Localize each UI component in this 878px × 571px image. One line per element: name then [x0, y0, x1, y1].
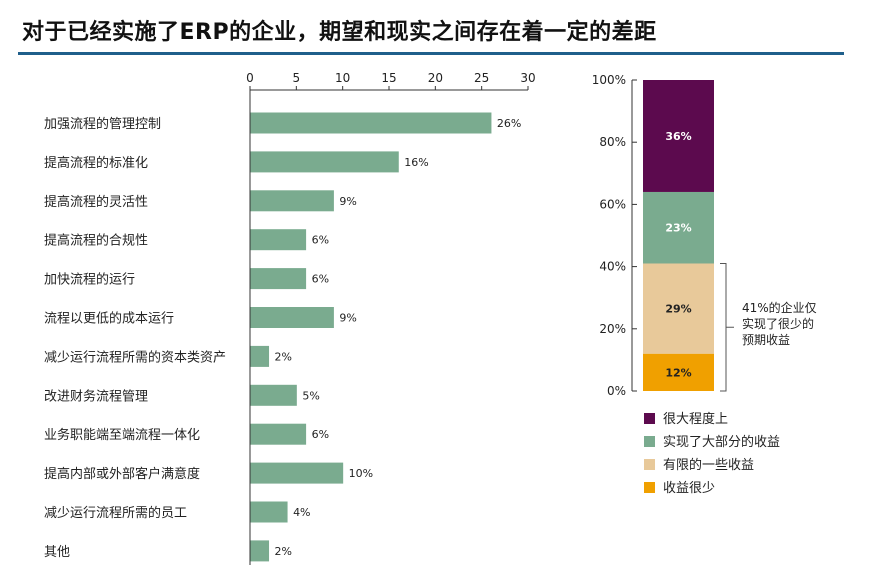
bar-value-label: 6%	[312, 273, 329, 286]
bar	[250, 229, 307, 251]
category-label: 改进财务流程管理	[44, 388, 148, 404]
bar-value-label: 26%	[497, 117, 521, 130]
bar	[250, 423, 307, 445]
horizontal-bar-chart: 0 5 10 15 20 25 30 加强流程的管理控制 26% 提高流程的标准化 16% 提高流程的…	[44, 71, 536, 565]
segment-value-label: 12%	[665, 366, 691, 379]
bar	[250, 268, 307, 290]
bar	[250, 307, 334, 328]
stack-segment	[643, 263, 714, 354]
bar	[250, 462, 344, 484]
bar-value-label: 9%	[339, 312, 356, 325]
y-tick-label: 80%	[599, 135, 626, 149]
bar-value-label: 6%	[312, 428, 329, 441]
category-label: 提高流程的合规性	[44, 233, 148, 249]
segment-value-label: 29%	[665, 303, 691, 316]
x-tick-label: 20	[428, 71, 443, 85]
x-tick-label: 5	[293, 71, 301, 85]
y-tick-label: 20%	[599, 322, 626, 336]
category-label: 提高流程的灵活性	[44, 194, 148, 210]
annotation-text: 41%的企业仅	[742, 300, 817, 315]
category-label: 减少运行流程所需的员工	[44, 505, 187, 521]
legend-swatch	[644, 413, 655, 424]
bar-value-label: 6%	[312, 234, 329, 247]
y-tick-label: 40%	[599, 260, 626, 274]
legend-swatch	[644, 459, 655, 470]
category-label: 业务职能端至端流程一体化	[44, 427, 200, 443]
bar	[250, 384, 297, 406]
annotation-text: 实现了很少的	[742, 316, 814, 331]
legend-swatch	[644, 482, 655, 493]
bar-value-label: 10%	[349, 467, 373, 480]
category-label: 提高流程的标准化	[44, 155, 148, 171]
legend-label: 很大程度上	[663, 411, 728, 427]
category-label: 减少运行流程所需的资本类资产	[44, 349, 226, 365]
bar-value-label: 4%	[293, 506, 310, 519]
annotation-bracket	[720, 262, 727, 392]
stack-segment	[643, 80, 714, 192]
x-tick-label: 15	[381, 71, 396, 85]
y-tick-label: 0%	[607, 384, 626, 398]
segment-value-label: 36%	[665, 130, 691, 143]
bar-value-label: 2%	[275, 350, 292, 363]
legend-label: 实现了大部分的收益	[663, 434, 780, 450]
bar	[250, 345, 270, 367]
bar	[250, 190, 334, 212]
category-label: 加快流程的运行	[44, 272, 135, 288]
y-tick-label: 100%	[592, 73, 626, 87]
bar	[250, 112, 492, 134]
category-label: 加强流程的管理控制	[44, 116, 161, 132]
category-label: 提高内部或外部客户满意度	[44, 466, 200, 482]
legend-swatch	[644, 436, 655, 447]
bar	[250, 151, 399, 173]
bar-value-label: 5%	[302, 389, 319, 402]
category-label: 其他	[44, 545, 70, 560]
annotation-text: 预期收益	[742, 333, 790, 347]
stacked-bar-chart: 0%20%40%60%80%100%12%29%23%36%41%的企业仅实现了…	[592, 73, 817, 496]
segment-value-label: 23%	[665, 222, 691, 235]
y-tick-label: 60%	[599, 197, 626, 211]
bar-value-label: 2%	[275, 545, 292, 558]
stack-segment	[643, 353, 714, 391]
x-tick-label: 10	[335, 71, 350, 85]
page-title: 对于已经实施了ERP的企业，期望和现实之间存在着一定的差距	[22, 20, 657, 45]
bar-value-label: 9%	[339, 195, 356, 208]
legend-label: 有限的一些收益	[663, 457, 754, 473]
stack-segment	[643, 191, 714, 264]
legend-label: 收益很少	[663, 481, 715, 496]
bar-value-label: 16%	[404, 156, 428, 169]
x-tick-label: 30	[520, 71, 535, 85]
x-tick-label: 0	[246, 71, 254, 85]
category-label: 流程以更低的成本运行	[44, 311, 174, 327]
x-tick-label: 25	[474, 71, 489, 85]
title-divider	[18, 52, 844, 55]
bar	[250, 540, 270, 562]
bar	[250, 501, 288, 523]
